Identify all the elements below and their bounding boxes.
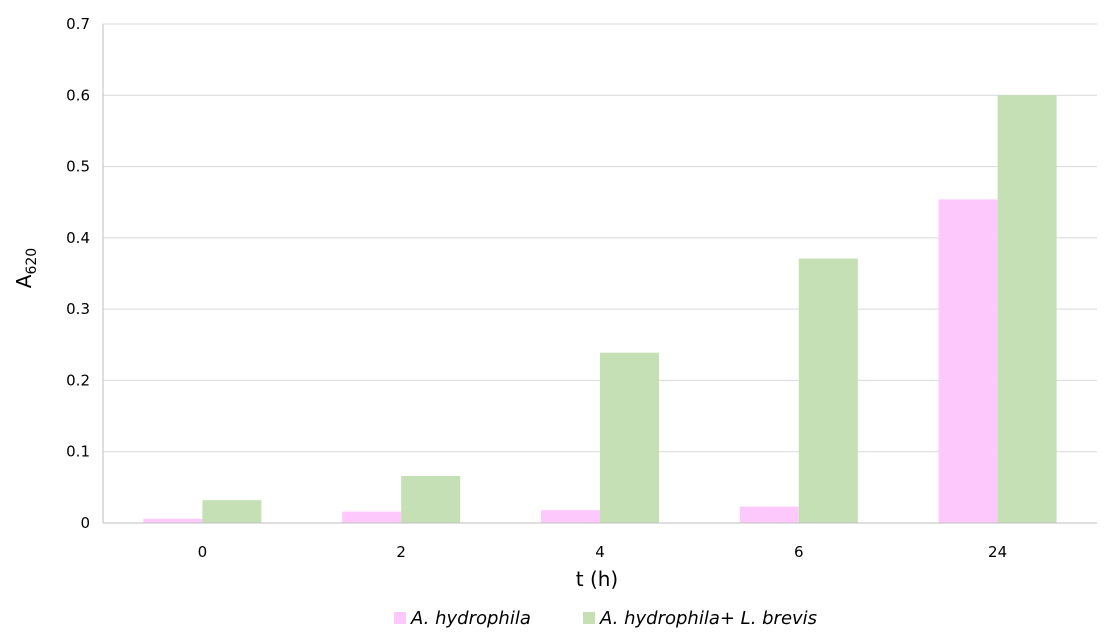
y-tick-label: 0.2 xyxy=(66,371,90,389)
bar-series-2-t-2 xyxy=(401,475,461,523)
bar-series-1-t-24 xyxy=(938,199,998,523)
bar-series-2-t-6 xyxy=(798,258,858,523)
x-axis-title: t (h) xyxy=(576,567,618,591)
legend-label-series-1: A. hydrophila xyxy=(410,608,531,629)
y-tick-label: 0.1 xyxy=(66,443,90,461)
y-tick-label: 0.4 xyxy=(66,229,90,247)
y-axis-title: A620 xyxy=(12,248,40,288)
x-tick-label: 24 xyxy=(988,543,1007,561)
x-tick-label: 0 xyxy=(198,543,208,561)
x-tick-labels: 0 2 4 6 24 xyxy=(198,543,1008,561)
bars xyxy=(143,95,1057,524)
y-tick-label: 0.6 xyxy=(66,86,90,104)
y-tick-label: 0 xyxy=(80,514,90,532)
bar-series-1-t-6 xyxy=(739,506,799,523)
bar-series-2-t-24 xyxy=(997,95,1057,524)
bar-series-1-t-2 xyxy=(342,511,402,523)
bar-series-1-t-0 xyxy=(143,518,203,523)
bar-series-2-t-4 xyxy=(600,352,659,523)
x-tick-label: 2 xyxy=(396,543,406,561)
bar-series-1-t-4 xyxy=(541,510,600,523)
x-tick-label: 4 xyxy=(595,543,605,561)
gridlines xyxy=(103,23,1097,453)
y-tick-labels: 0 0.1 0.2 0.3 0.4 0.5 0.6 0.7 xyxy=(66,15,90,532)
bar-series-2-t-0 xyxy=(202,500,262,523)
y-tick-label: 0.7 xyxy=(66,15,90,33)
legend: A. hydrophila A. hydrophila+ L. brevis xyxy=(394,608,817,629)
y-axis-title-main: A xyxy=(12,274,36,288)
legend-swatch-series-1 xyxy=(394,612,406,624)
y-axis-title-subscript: 620 xyxy=(24,248,40,275)
legend-label-series-2: A. hydrophila+ L. brevis xyxy=(599,608,817,629)
legend-swatch-series-2 xyxy=(583,612,595,624)
y-tick-label: 0.3 xyxy=(66,300,90,318)
y-tick-label: 0.5 xyxy=(66,158,90,176)
x-tick-label: 6 xyxy=(794,543,804,561)
